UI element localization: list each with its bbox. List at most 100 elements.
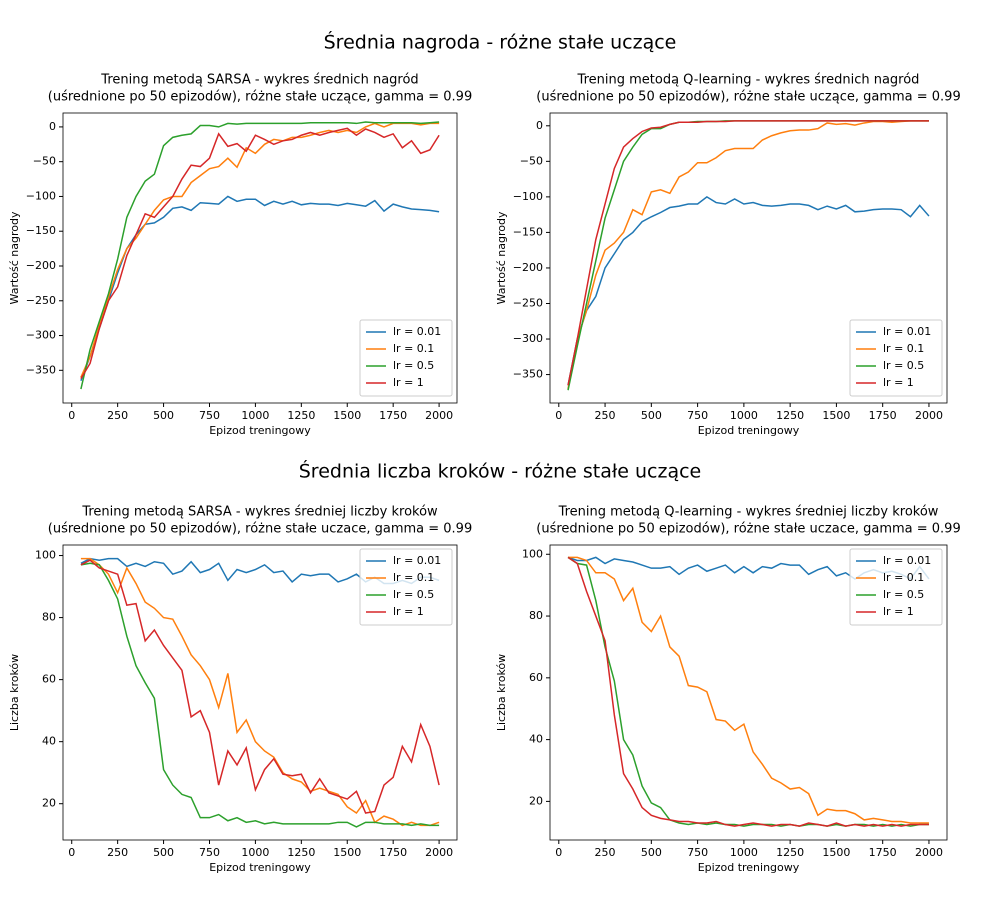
x-tick-label: 1750 [869,846,897,859]
x-tick-label: 2000 [425,409,453,422]
y-tick-label: −100 [26,189,56,202]
series-line [80,195,440,382]
y-tick-label: 80 [529,609,543,622]
y-tick-label: −150 [26,224,56,237]
legend-label: lr = 0.01 [393,554,441,567]
x-tick-label: 2000 [915,846,943,859]
y-tick-label: −250 [513,296,543,309]
x-tick-label: 500 [153,846,174,859]
x-tick-label: 0 [555,846,562,859]
y-tick-label: −250 [26,294,56,307]
legend-label: lr = 0.1 [883,342,924,355]
y-axis-label: Liczba kroków [8,654,21,731]
legend-label: lr = 0.5 [883,359,924,372]
legend-box [849,319,943,397]
x-axis-label: Epizod treningowy [209,424,311,437]
y-tick-label: 100 [35,549,56,562]
legend-label: lr = 0.5 [393,588,434,601]
x-tick-label: 250 [107,846,128,859]
x-tick-label: 500 [641,846,662,859]
x-tick-label: 1500 [822,409,850,422]
series-line [80,122,440,378]
x-tick-label: 1750 [379,846,407,859]
x-tick-label: 250 [595,409,616,422]
y-tick-label: 60 [529,671,543,684]
x-tick-label: 1250 [776,846,804,859]
series-line [567,195,930,386]
series-line [80,559,440,814]
y-tick-label: −200 [26,259,56,272]
legend-box [849,548,943,626]
axes-frame [549,112,948,404]
y-tick-label: −150 [513,225,543,238]
series-line [567,556,929,827]
legend-label: lr = 1 [393,376,424,389]
x-tick-label: 250 [595,846,616,859]
legend-label: lr = 0.01 [883,325,931,338]
x-axis-label: Epizod treningowy [698,424,800,437]
y-axis-label: Wartość nagrody [8,211,21,304]
y-tick-label: 0 [49,120,56,133]
x-tick-label: 500 [641,409,662,422]
legend-label: lr = 0.1 [393,342,434,355]
series-line [80,562,440,828]
x-tick-label: 0 [68,846,75,859]
y-tick-label: −100 [513,190,543,203]
series-line [568,556,929,824]
legend-label: lr = 0.01 [393,325,441,338]
y-tick-label: 0 [536,119,543,132]
x-tick-label: 1500 [333,846,361,859]
y-tick-label: −300 [26,329,56,342]
x-tick-label: 1000 [241,409,269,422]
legend-label: lr = 1 [883,376,914,389]
legend-label: lr = 0.1 [393,571,434,584]
chart-title: (uśrednione po 50 epizodów), różne stałe… [536,522,960,537]
x-tick-label: 750 [687,846,708,859]
y-tick-label: 40 [529,733,543,746]
legend-label: lr = 0.1 [883,571,924,584]
x-tick-label: 1500 [333,409,361,422]
section-title: Średnia liczba kroków - różne stałe uczą… [299,459,702,483]
x-tick-label: 1500 [822,846,850,859]
series-line [80,557,440,827]
x-tick-label: 1250 [287,409,315,422]
y-tick-label: 40 [42,735,56,748]
y-axis-label: Liczba kroków [495,654,508,731]
y-axis-label: Wartość nagrody [495,211,508,304]
x-tick-label: 2000 [915,409,943,422]
x-tick-label: 750 [199,409,220,422]
y-tick-label: −50 [520,154,543,167]
chart-title: Trening metodą Q-learning - wykres średn… [558,505,939,520]
legend-box [359,548,453,626]
legend-label: lr = 1 [393,605,424,618]
legend-label: lr = 0.5 [883,588,924,601]
axes-frame [62,544,458,841]
legend-label: lr = 1 [883,605,914,618]
x-tick-label: 2000 [425,846,453,859]
x-tick-label: 1750 [869,409,897,422]
x-tick-label: 1000 [241,846,269,859]
section-title: Średnia nagroda - różne stałe uczące [324,30,677,54]
y-tick-label: −300 [513,332,543,345]
chart: Trening metodą Q-learning - wykres średn… [495,73,961,438]
x-tick-label: 1250 [287,846,315,859]
y-tick-label: −200 [513,261,543,274]
x-tick-label: 1750 [379,409,407,422]
chart-title: (uśrednione po 50 epizodów), różne stałe… [536,90,960,105]
y-tick-label: 80 [42,611,56,624]
series-line [80,121,440,390]
series-line [80,127,440,380]
x-tick-label: 1000 [730,846,758,859]
x-tick-label: 500 [153,409,174,422]
x-tick-label: 750 [199,846,220,859]
x-tick-label: 0 [68,409,75,422]
axes-frame [549,544,948,841]
chart: Trening metodą SARSA - wykres średnich n… [8,73,472,438]
y-tick-label: 60 [42,673,56,686]
series-line [567,120,929,389]
y-tick-label: 100 [522,547,543,560]
series-line [567,120,929,386]
axes-frame [62,112,458,404]
y-tick-label: 20 [42,797,56,810]
